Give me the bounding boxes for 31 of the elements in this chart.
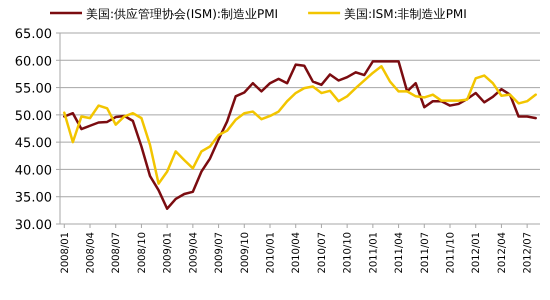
x-tick-label: 2011/04	[394, 232, 406, 274]
x-tick-label: 2009/10	[240, 232, 251, 274]
x-tick-label: 2009/07	[214, 232, 226, 274]
x-tick-label: 2010/07	[316, 232, 328, 274]
line-series	[63, 60, 537, 210]
y-tick-label: 60.00	[14, 54, 52, 70]
y-tick-label: 35.00	[14, 190, 52, 206]
x-tick-label: 2012/01	[471, 232, 482, 274]
x-tick-label: 2010/10	[342, 232, 354, 274]
x-tick-label: 2008/04	[86, 232, 96, 274]
x-tick-label: 2009/01	[162, 232, 174, 274]
legend-label: 美国:供应管理协会(ISM):制造业PMI	[86, 7, 278, 21]
y-tick-label: 30.00	[14, 218, 52, 233]
x-tick-label: 2011/01	[368, 232, 380, 274]
x-tick-label: 2008/01	[60, 232, 71, 274]
x-tick-label: 2011/07	[420, 232, 431, 274]
legend-label: 美国:ISM:非制造业PMI	[344, 7, 467, 21]
x-tick-label: 2011/10	[446, 232, 456, 274]
y-tick-label: 40.00	[14, 163, 52, 178]
y-tick-label: 55.00	[14, 82, 52, 97]
line-series	[63, 65, 537, 185]
x-tick-label: 2010/04	[291, 232, 302, 274]
x-tick-label: 2009/04	[188, 232, 200, 274]
x-tick-label: 2012/04	[496, 232, 508, 274]
x-tick-label: 2008/07	[111, 232, 122, 274]
y-tick-label: 65.00	[14, 27, 52, 42]
y-tick-label: 50.00	[14, 108, 52, 124]
x-tick-label: 2010/01	[266, 232, 276, 274]
x-tick-label: 2012/07	[522, 232, 534, 274]
y-tick-label: 45.00	[14, 136, 52, 152]
x-tick-label: 2008/10	[136, 232, 148, 274]
